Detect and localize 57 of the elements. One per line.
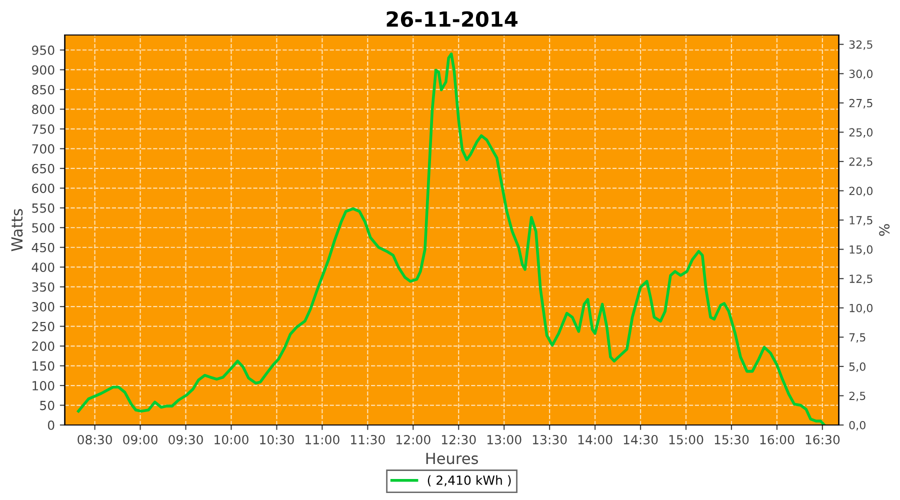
y-tick-label: 750 — [32, 124, 54, 134]
x-tick-label: 15:00 — [669, 434, 704, 444]
x-tick-label: 10:00 — [214, 434, 248, 444]
y-tick-label: 300 — [32, 302, 54, 312]
y2-tick-label: 15,0 — [850, 245, 873, 255]
x-tick-label: 16:30 — [806, 434, 840, 444]
x-tick-label: 11:00 — [306, 434, 340, 444]
x-tick-label: 11:30 — [351, 434, 385, 444]
legend-label: ( 2,410 kWh ) — [428, 475, 511, 486]
y-tick-label: 250 — [32, 322, 54, 332]
y-tick-label: 500 — [32, 223, 54, 233]
y2-tick-label: 30,0 — [849, 70, 873, 80]
x-tick-label: 14:30 — [624, 434, 658, 444]
y-tick-label: 350 — [32, 282, 54, 292]
x-tick-label: 09:00 — [123, 434, 158, 444]
y-tick-label: 600 — [32, 184, 54, 194]
x-tick-label: 12:30 — [442, 434, 476, 444]
y2-tick-label: 5,0 — [849, 362, 866, 372]
x-tick-label: 09:30 — [168, 434, 203, 444]
y-tick-label: 550 — [32, 203, 54, 213]
y-tick-label: 200 — [32, 342, 54, 351]
y2-tick-label: 2,5 — [849, 392, 866, 402]
y-tick-label: 850 — [32, 84, 54, 94]
y-tick-label: 950 — [32, 45, 54, 55]
y2-tick-label: 25,0 — [849, 128, 873, 138]
y-tick-label: 100 — [32, 381, 54, 390]
y-tick-label: 150 — [32, 361, 54, 371]
x-tick-label: 16:00 — [760, 434, 794, 444]
y2-tick-label: 20,0 — [849, 186, 873, 196]
y2-tick-label: 12,5 — [850, 274, 872, 284]
x-tick-label: 13:30 — [532, 434, 567, 444]
x-tick-label: 13:00 — [487, 434, 522, 444]
y-tick-label: 900 — [32, 65, 54, 75]
y2-tick-label: 0,0 — [849, 420, 866, 431]
y2-tick-label: 27,5 — [849, 98, 872, 108]
y-tick-label: 0 — [48, 420, 54, 430]
x-axis-title: Heures — [426, 452, 478, 464]
x-tick-label: 10:30 — [260, 434, 294, 444]
y-tick-label: 700 — [32, 144, 54, 154]
y-tick-label: 400 — [32, 262, 54, 272]
y-axis-title: Watts — [11, 209, 23, 252]
chart-title: 26-11-2014 — [386, 11, 518, 27]
x-tick-label: 15:30 — [714, 434, 749, 444]
y2-tick-label: 10,0 — [850, 304, 873, 314]
y2-tick-label: 32,5 — [849, 40, 872, 50]
y2-tick-label: 7,5 — [849, 333, 866, 343]
y-tick-label: 650 — [32, 164, 54, 174]
y-tick-label: 450 — [32, 242, 54, 252]
x-tick-label: 14:00 — [578, 434, 612, 444]
y2-axis-title: % — [879, 224, 890, 236]
x-tick-label: 08:30 — [78, 434, 112, 444]
y2-tick-label: 17,5 — [850, 216, 872, 226]
y-tick-label: 800 — [32, 104, 54, 114]
line-series — [77, 52, 826, 425]
x-tick-label: 12:00 — [396, 434, 430, 444]
y2-tick-label: 22,5 — [849, 157, 872, 167]
y-tick-label: 50 — [40, 400, 54, 410]
